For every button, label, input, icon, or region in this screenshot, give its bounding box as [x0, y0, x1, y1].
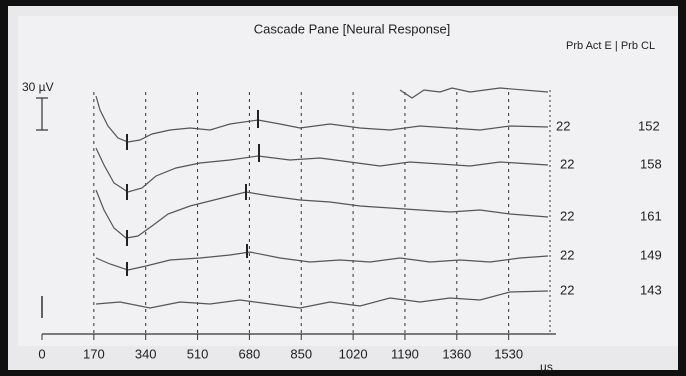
- x-tick-label: 170: [83, 346, 105, 361]
- plot-area: [18, 16, 678, 346]
- x-tick-label: 340: [135, 346, 157, 361]
- scale-label: 30 µV: [22, 80, 54, 94]
- axis-unit: µs: [540, 360, 553, 374]
- x-tick-label: 850: [290, 346, 312, 361]
- x-tick-label: 1360: [442, 346, 471, 361]
- cl-value: 158: [640, 156, 662, 171]
- electrode: 22: [560, 208, 574, 223]
- x-tick-label: 1530: [494, 346, 523, 361]
- cl-value: 149: [640, 247, 662, 262]
- x-tick-label: 1020: [339, 346, 368, 361]
- electrode: 22: [556, 118, 570, 133]
- cl-value: 152: [638, 118, 660, 133]
- cl-value: 161: [640, 208, 662, 223]
- electrode: 22: [560, 156, 574, 171]
- screen: Cascade Pane [Neural Response] Prb Act E…: [0, 0, 686, 376]
- cl-value: 143: [640, 282, 662, 297]
- x-tick-label: 0: [38, 346, 45, 361]
- x-tick-label: 1190: [391, 346, 419, 361]
- electrode: 22: [560, 282, 574, 297]
- electrode: 22: [560, 247, 574, 262]
- column-header: Prb Act E | Prb CL: [566, 40, 655, 52]
- x-tick-label: 680: [239, 346, 261, 361]
- pane-title: Cascade Pane [Neural Response]: [254, 21, 451, 36]
- x-tick-label: 510: [187, 346, 209, 361]
